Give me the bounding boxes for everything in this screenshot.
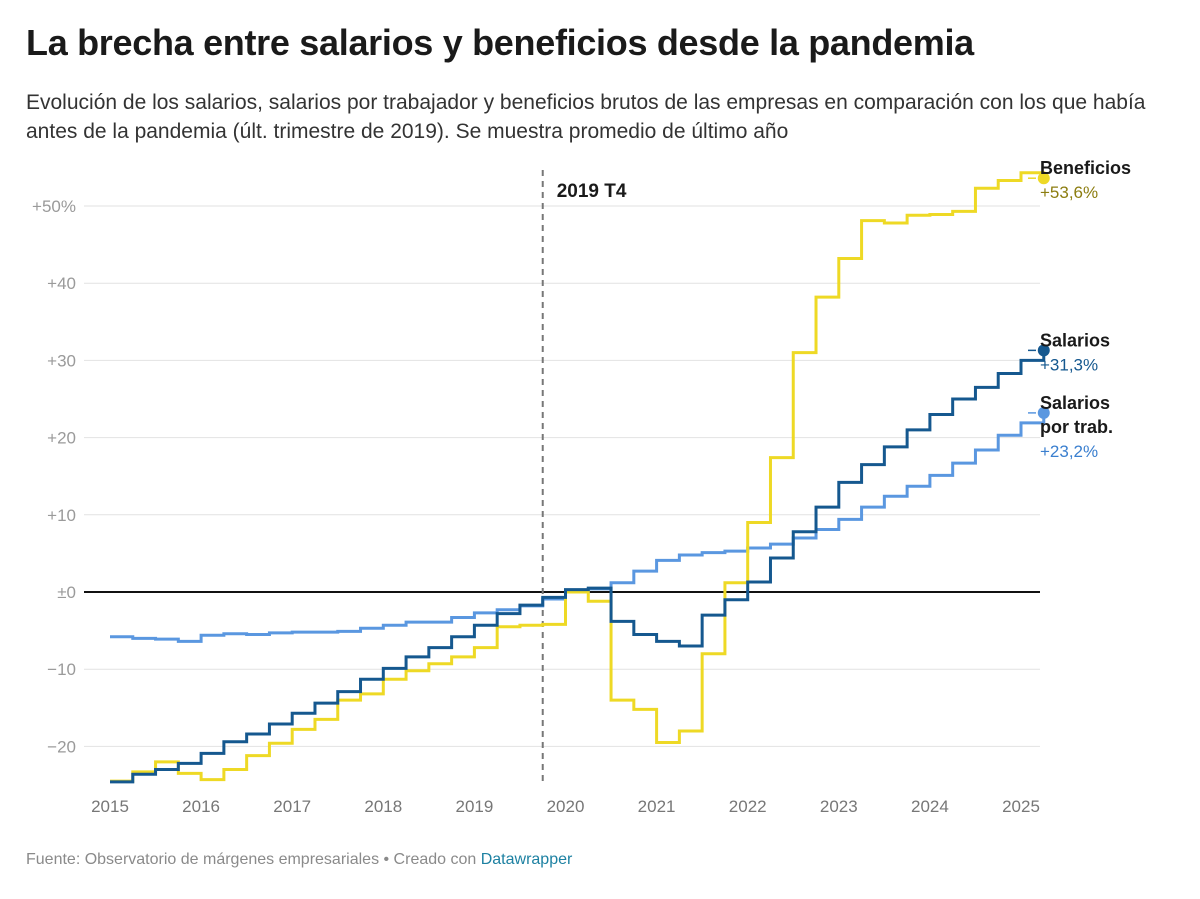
series-endpoint-beneficios <box>1037 172 1050 185</box>
x-tick-label: 2018 <box>364 797 402 816</box>
x-axis-ticks: 2015 2016 2017 2018 2019 2020 2021 2022 2023 2024… <box>91 797 1040 816</box>
y-tick-label: +40 <box>47 274 76 293</box>
x-tick-label: 2020 <box>547 797 585 816</box>
y-tick-label: −20 <box>47 737 76 756</box>
y-tick-label: +50% <box>32 197 76 216</box>
x-tick-label: 2015 <box>91 797 129 816</box>
y-tick-label: +10 <box>47 506 76 525</box>
series-label-name: Salarios <box>1040 330 1110 350</box>
reference-line-group: 2019 T4 <box>541 170 627 782</box>
series-line-beneficios <box>110 171 1046 783</box>
y-axis-ticks: +50% +40 +30 +20 +10 ±0 −10 −20 <box>32 197 76 756</box>
x-tick-label: 2024 <box>911 797 949 816</box>
series-label-value: +31,3% <box>1040 355 1098 374</box>
series-line-salarios <box>110 350 1046 784</box>
series-endpoint-salarios <box>1037 344 1050 357</box>
footer-credit-link[interactable]: Datawrapper <box>480 851 573 868</box>
series-labels: Beneficios +53,6% Salarios +31,3% Salarios po… <box>1028 158 1131 461</box>
x-tick-label: 2021 <box>638 797 676 816</box>
series-label-value: +23,2% <box>1040 442 1098 461</box>
chart-title: La brecha entre salarios y beneficios de… <box>26 22 974 63</box>
series-label-value: +53,6% <box>1040 183 1098 202</box>
y-tick-label: ±0 <box>57 583 76 602</box>
series-label-name: Beneficios <box>1040 158 1131 178</box>
x-tick-label: 2025 <box>1002 797 1040 816</box>
chart-subtitle: Evolución de los salarios, salarios por … <box>26 91 1146 143</box>
footer: Fuente: Observatorio de márgenes empresa… <box>26 851 572 869</box>
series-label-name: Salarios <box>1040 393 1110 413</box>
reference-line-label: 2019 T4 <box>557 181 627 202</box>
footer-source: Fuente: Observatorio de márgenes empresa… <box>26 851 481 868</box>
x-tick-label: 2016 <box>182 797 220 816</box>
series-endpoint-salarios_por_trab <box>1037 406 1050 419</box>
y-tick-label: +20 <box>47 429 76 448</box>
x-tick-label: 2017 <box>273 797 311 816</box>
series-label-name: por trab. <box>1040 417 1113 437</box>
series-lines <box>110 171 1050 784</box>
x-tick-label: 2023 <box>820 797 858 816</box>
y-tick-label: +30 <box>47 351 76 370</box>
x-tick-label: 2022 <box>729 797 767 816</box>
gridlines <box>84 205 1040 747</box>
x-tick-label: 2019 <box>455 797 493 816</box>
y-tick-label: −10 <box>47 660 76 679</box>
